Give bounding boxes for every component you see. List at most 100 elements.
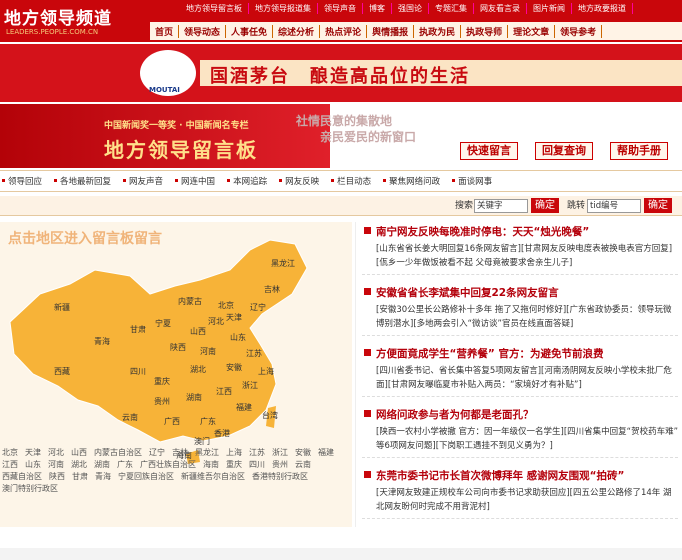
- news-title[interactable]: 网络问政参与者为何都是老面孔？: [362, 407, 678, 422]
- map-label[interactable]: 辽宁: [250, 302, 266, 312]
- province-link[interactable]: 辽宁: [149, 448, 165, 457]
- news-link[interactable]: [四五公里公路修了14年 湖北网友盼何时完成不用背泥村]: [376, 488, 672, 512]
- province-link[interactable]: 北京: [2, 448, 18, 457]
- province-link[interactable]: 湖北: [71, 460, 87, 469]
- top-link[interactable]: 图片新闻: [527, 3, 572, 14]
- tid-input[interactable]: tid编号: [587, 199, 641, 213]
- map-label[interactable]: 西藏: [54, 366, 70, 376]
- sub-nav-link[interactable]: 网友声音: [121, 175, 173, 187]
- map-label[interactable]: 浙江: [242, 380, 258, 390]
- jump-button[interactable]: 确定: [644, 198, 672, 213]
- map-label[interactable]: 北京: [218, 300, 234, 310]
- province-link[interactable]: 上海: [226, 448, 242, 457]
- map-label[interactable]: 河北: [208, 316, 224, 326]
- map-shape[interactable]: [9, 239, 308, 443]
- map-shape[interactable]: [186, 450, 200, 464]
- province-link[interactable]: 吉林: [172, 448, 188, 457]
- province-link[interactable]: 甘肃: [72, 472, 88, 481]
- nav-link[interactable]: 执政为民: [414, 24, 462, 38]
- map-label[interactable]: 山西: [190, 326, 206, 336]
- nav-link[interactable]: 首页: [150, 24, 180, 38]
- map-label[interactable]: 香港: [214, 428, 230, 438]
- province-link[interactable]: 贵州: [272, 460, 288, 469]
- province-link[interactable]: 河北: [48, 448, 64, 457]
- nav-link[interactable]: 理论文章: [508, 24, 556, 38]
- map-label[interactable]: 台湾: [262, 410, 278, 420]
- map-label[interactable]: 湖北: [190, 365, 206, 374]
- map-label[interactable]: 广东: [200, 416, 216, 426]
- news-link[interactable]: [四川省集中回复“贺校药车难”等6项网友问题]: [376, 427, 678, 451]
- nav-link[interactable]: 执政导师: [461, 24, 509, 38]
- province-link[interactable]: 安徽: [295, 448, 311, 457]
- map-label[interactable]: 河南: [200, 346, 216, 356]
- map-label[interactable]: 湖南: [186, 392, 202, 402]
- province-link[interactable]: 四川: [249, 460, 265, 469]
- search-button[interactable]: 确定: [531, 198, 559, 213]
- province-link[interactable]: 新疆维吾尔自治区: [181, 472, 245, 481]
- sub-nav-link[interactable]: 面谈网事: [450, 175, 502, 187]
- sub-nav-link[interactable]: 各地最新回复: [52, 175, 121, 187]
- province-link[interactable]: 陕西: [49, 472, 65, 481]
- province-link[interactable]: 山西: [71, 448, 87, 457]
- sub-nav-link[interactable]: 领导回应: [0, 175, 52, 187]
- news-link[interactable]: [佤乡一少年做饭被看不起 父母竟被要求舍亲生儿子]: [376, 258, 573, 268]
- map-label[interactable]: 宁夏: [155, 318, 171, 328]
- search-input[interactable]: 关键字: [474, 199, 528, 213]
- province-link[interactable]: 香港特别行政区: [252, 472, 308, 481]
- province-link[interactable]: 浙江: [272, 448, 288, 457]
- map-label[interactable]: 黑龙江: [271, 258, 295, 268]
- sub-nav-link[interactable]: 聚焦网络问政: [381, 175, 450, 187]
- map-label[interactable]: 安徽: [226, 362, 242, 372]
- logo[interactable]: 地方领导频道: [4, 9, 112, 29]
- province-link[interactable]: 广东: [117, 460, 133, 469]
- sub-nav-link[interactable]: 网连中国: [173, 175, 225, 187]
- news-link[interactable]: [下岗职工遇挂不到见义勇为？]: [435, 441, 553, 451]
- province-link[interactable]: 湖南: [94, 460, 110, 469]
- province-link[interactable]: 澳门特别行政区: [2, 484, 58, 493]
- nav-link[interactable]: 热点评论: [320, 24, 368, 38]
- province-link[interactable]: 内蒙古自治区: [94, 448, 142, 457]
- button[interactable]: 回复查询: [535, 142, 593, 160]
- province-link[interactable]: 河南: [48, 460, 64, 469]
- news-link[interactable]: [多地两会引入“微访谈”官员在线直面答疑]: [413, 319, 574, 329]
- news-title[interactable]: 安徽省省长李斌集中回复22条网友留言: [362, 285, 678, 300]
- news-link[interactable]: [山东省省长姜大明回复16条网友留言]: [376, 244, 521, 254]
- news-title[interactable]: 南宁网友反映每晚准时停电：天天“烛光晚餐”: [362, 224, 678, 239]
- nav-link[interactable]: 领导动态: [179, 24, 227, 38]
- top-link[interactable]: 地方领导留言板: [180, 3, 249, 14]
- news-link[interactable]: [安徽30公里长公路修补十多年 拖了又拖何时修好]: [376, 305, 567, 315]
- map-label[interactable]: 吉林: [264, 284, 280, 294]
- top-link[interactable]: 专题汇集: [429, 3, 474, 14]
- news-title[interactable]: 方便面竟成学生“营养餐” 官方：为避免节前浪费: [362, 346, 678, 361]
- province-link[interactable]: 黑龙江: [195, 448, 219, 457]
- sub-nav-link[interactable]: 栏目动态: [329, 175, 381, 187]
- province-link[interactable]: 青海: [95, 472, 111, 481]
- map-label[interactable]: 新疆: [54, 302, 70, 312]
- province-link[interactable]: 宁夏回族自治区: [118, 472, 174, 481]
- map-label[interactable]: 天津: [226, 312, 242, 322]
- news-link[interactable]: [甘肃网友反映电度表被换电表官方回复]: [520, 244, 673, 254]
- news-link[interactable]: [河南汤阴网友反映小学校未批厂危面]: [376, 366, 672, 390]
- province-link[interactable]: 天津: [25, 448, 41, 457]
- map-label[interactable]: 内蒙古: [178, 296, 202, 306]
- sub-nav-link[interactable]: 本网追踪: [225, 175, 277, 187]
- news-link[interactable]: [广东省政协委员：领导玩微博别潜水]: [376, 305, 672, 329]
- map-label[interactable]: 澳门: [194, 436, 210, 446]
- map-label[interactable]: 重庆: [154, 376, 170, 386]
- map-label[interactable]: 上海: [258, 366, 274, 376]
- map-label[interactable]: 江苏: [246, 348, 262, 358]
- nav-link[interactable]: 综述分析: [273, 24, 321, 38]
- map-label[interactable]: 江西: [216, 387, 232, 396]
- province-link[interactable]: 海南: [203, 460, 219, 469]
- news-link[interactable]: [陕西一农村小学被撤 官方：因一年级仅一名学生]: [376, 427, 564, 437]
- top-link[interactable]: 领导声音: [318, 3, 363, 14]
- map-label[interactable]: 广西: [164, 416, 180, 426]
- news-link[interactable]: [四川省委书记、省长集中答复5项网友留言]: [376, 366, 542, 376]
- province-link[interactable]: 重庆: [226, 460, 242, 469]
- map-shape[interactable]: [266, 406, 276, 428]
- province-link[interactable]: 山东: [25, 460, 41, 469]
- sub-nav-link[interactable]: 网友反映: [277, 175, 329, 187]
- map-label[interactable]: 海南: [176, 450, 192, 460]
- top-link[interactable]: 地方领导报道集: [249, 3, 318, 14]
